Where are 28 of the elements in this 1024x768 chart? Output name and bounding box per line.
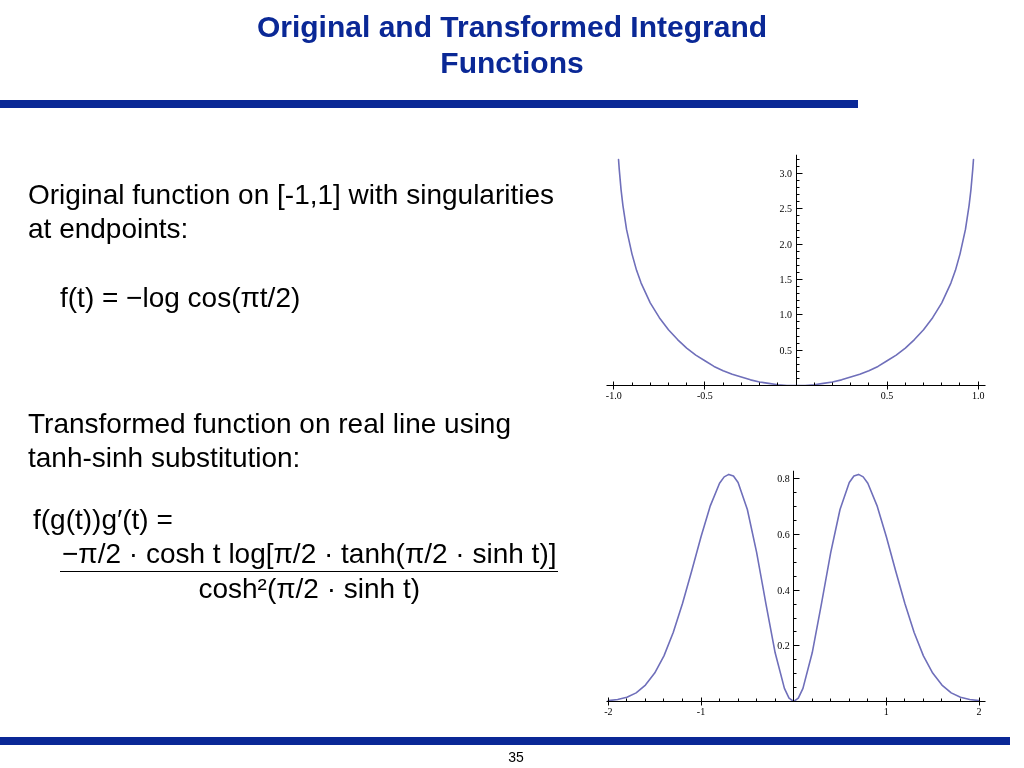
x-tick-label: -1 (696, 705, 706, 717)
x-tick-label: -0.5 (696, 389, 713, 401)
y-tick-label: 0.5 (779, 344, 792, 356)
x-tick-label: -1.0 (605, 389, 622, 401)
text: Transformed function on real line using tanh-sinh substitution: (28, 407, 512, 475)
line-series (617, 158, 975, 386)
x-tick-label: 0.5 (880, 389, 894, 401)
text: 35 (507, 749, 525, 765)
text: −π/2 · cosh t log[π/2 · tanh(π/2 · sinh t)] (60, 537, 559, 572)
y-tick-label: 0.2 (777, 640, 790, 652)
y-tick-label: 1.0 (779, 309, 792, 321)
text: f(t) = −log cos(πt/2) (60, 281, 301, 315)
y-tick-label: 0.8 (777, 473, 790, 485)
text: f(g(t))g′(t) = (33, 503, 173, 537)
y-tick-label: 1.5 (779, 274, 792, 286)
x-tick-label: 1.0 (971, 389, 985, 401)
chart-title: Original and Transformed Integrand Functions (255, 9, 769, 81)
y-tick-label: 2.5 (779, 203, 792, 215)
y-tick-label: 0.4 (777, 584, 790, 596)
x-tick-label: -2 (604, 705, 613, 717)
line-series (607, 473, 980, 702)
y-tick-label: 3.0 (779, 168, 792, 180)
text: Original function on [-1,1] with singularities at endpoints: (28, 178, 556, 246)
y-tick-label: 2.0 (779, 238, 792, 250)
y-tick-label: 0.6 (777, 529, 790, 541)
x-tick-label: 1 (883, 705, 889, 717)
x-tick-label: 2 (976, 705, 982, 717)
text: cosh²(π/2 · sinh t) (197, 572, 422, 606)
